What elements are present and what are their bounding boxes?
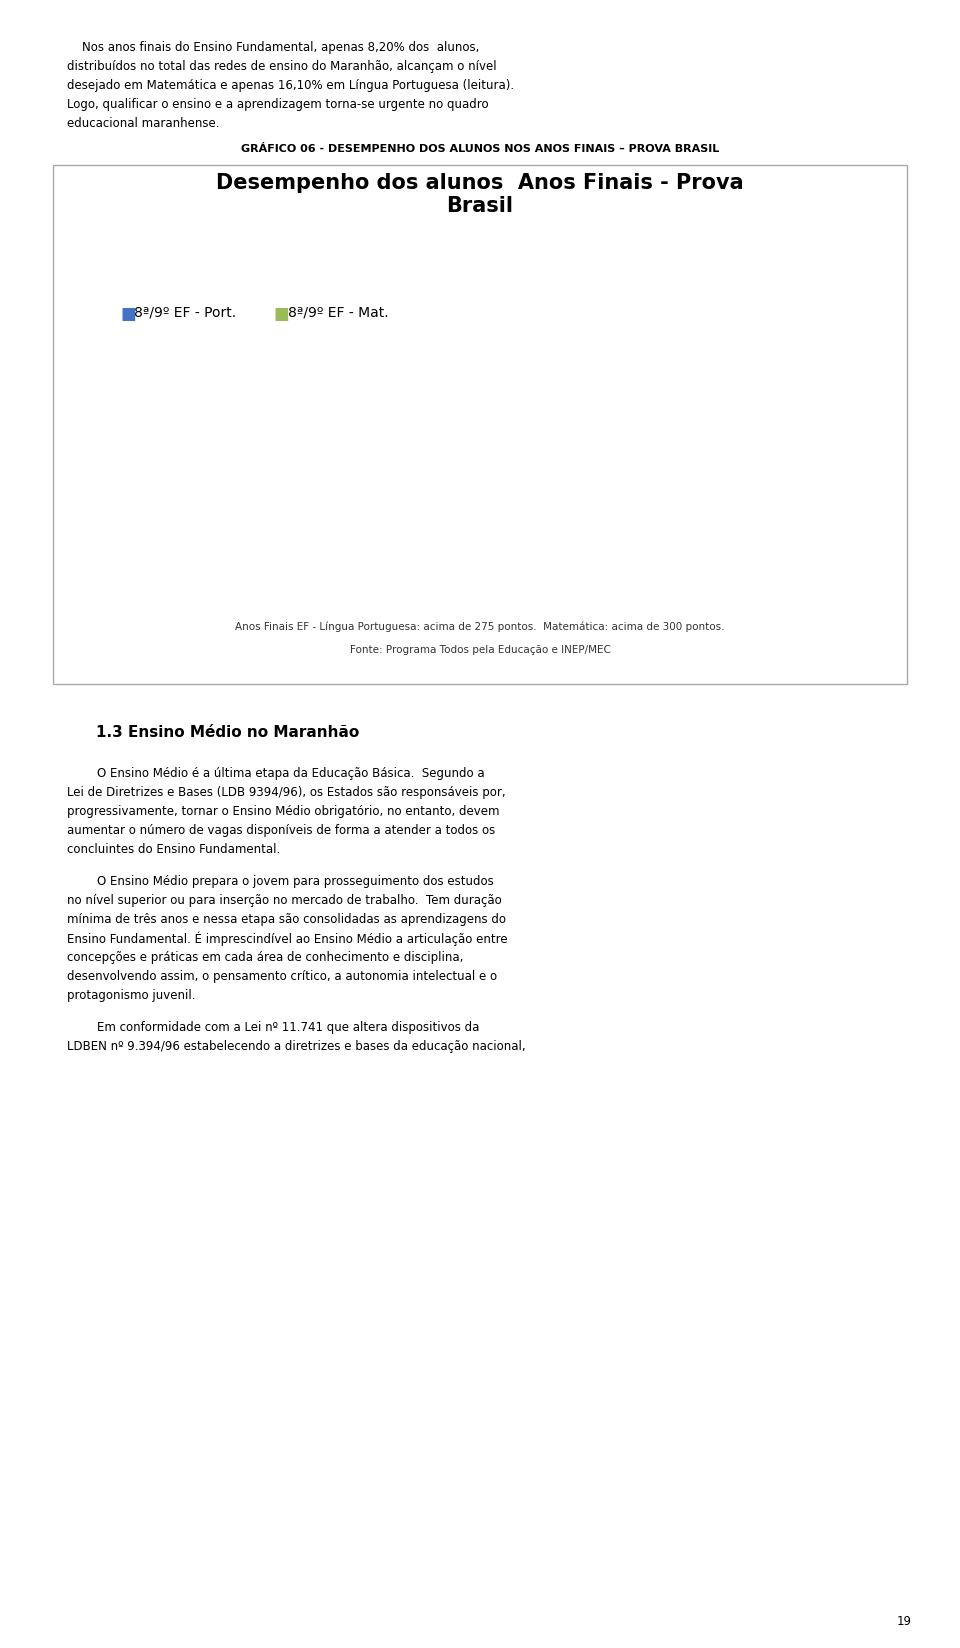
Text: O Ensino Médio prepara o jovem para prosseguimento dos estudos: O Ensino Médio prepara o jovem para pros… bbox=[67, 875, 494, 888]
Bar bbox=[179, 440, 254, 585]
Text: 16,90%: 16,90% bbox=[734, 417, 792, 430]
Text: 19: 19 bbox=[897, 1615, 912, 1628]
Text: Desempenho dos alunos  Anos Finais - Prova
Brasil: Desempenho dos alunos Anos Finais - Prov… bbox=[216, 173, 744, 216]
Text: protagonismo juvenil.: protagonismo juvenil. bbox=[67, 989, 196, 1002]
Text: ■: ■ bbox=[120, 305, 135, 323]
Bar bbox=[490, 480, 565, 585]
Text: 27,00%: 27,00% bbox=[659, 325, 716, 339]
Text: aumentar o número de vagas disponíveis de forma a atender a todos os: aumentar o número de vagas disponíveis d… bbox=[67, 824, 495, 837]
Text: LDBEN nº 9.394/96 estabelecendo a diretrizes e bases da educação nacional,: LDBEN nº 9.394/96 estabelecendo a diretr… bbox=[67, 1040, 526, 1053]
Text: O Ensino Médio é a última etapa da Educação Básica.  Segundo a: O Ensino Médio é a última etapa da Educa… bbox=[67, 766, 485, 780]
Text: 1.3 Ensino Médio no Maranhão: 1.3 Ensino Médio no Maranhão bbox=[96, 725, 359, 740]
Text: 16,10%: 16,10% bbox=[187, 424, 245, 437]
Bar bbox=[650, 341, 725, 585]
Text: 11,80%: 11,80% bbox=[498, 461, 557, 476]
Bar bbox=[725, 433, 801, 585]
Text: Lei de Diretrizes e Bases (LDB 9394/96), os Estados são responsáveis por,: Lei de Diretrizes e Bases (LDB 9394/96),… bbox=[67, 786, 506, 799]
Text: progressivamente, tornar o Ensino Médio obrigatório, no entanto, devem: progressivamente, tornar o Ensino Médio … bbox=[67, 804, 500, 817]
Text: Anos Finais EF - Língua Portuguesa: acima de 275 pontos.  Matemática: acima de 3: Anos Finais EF - Língua Portuguesa: acim… bbox=[235, 621, 725, 633]
Text: Ensino Fundamental. É imprescindível ao Ensino Médio a articulação entre: Ensino Fundamental. É imprescindível ao … bbox=[67, 931, 508, 946]
Text: desejado em Matemática e apenas 16,10% em Língua Portuguesa (leitura).: desejado em Matemática e apenas 16,10% e… bbox=[67, 79, 515, 92]
Text: no nível superior ou para inserção no mercado de trabalho.  Tem duração: no nível superior ou para inserção no me… bbox=[67, 893, 502, 906]
Text: educacional maranhense.: educacional maranhense. bbox=[67, 117, 220, 130]
Text: 8ª/9º EF - Mat.: 8ª/9º EF - Mat. bbox=[288, 305, 389, 320]
Text: concluintes do Ensino Fundamental.: concluintes do Ensino Fundamental. bbox=[67, 842, 280, 855]
Text: ■: ■ bbox=[274, 305, 289, 323]
Text: Fonte: Programa Todos pela Educação e INEP/MEC: Fonte: Programa Todos pela Educação e IN… bbox=[349, 644, 611, 654]
Bar bbox=[254, 511, 329, 585]
Text: GRÁFICO 06 - DESEMPENHO DOS ALUNOS NOS ANOS FINAIS – PROVA BRASIL: GRÁFICO 06 - DESEMPENHO DOS ALUNOS NOS A… bbox=[241, 143, 719, 155]
Text: concepções e práticas em cada área de conhecimento e disciplina,: concepções e práticas em cada área de co… bbox=[67, 951, 464, 964]
Text: Em conformidade com a Lei nº 11.741 que altera dispositivos da: Em conformidade com a Lei nº 11.741 que … bbox=[67, 1020, 480, 1033]
Text: 8ª/9º EF - Port.: 8ª/9º EF - Port. bbox=[134, 305, 236, 320]
Text: 19,60%: 19,60% bbox=[423, 392, 481, 405]
Text: mínima de três anos e nessa etapa são consolidadas as aprendizagens do: mínima de três anos e nessa etapa são co… bbox=[67, 913, 506, 926]
Text: Nos anos finais do Ensino Fundamental, apenas 8,20% dos  alunos,: Nos anos finais do Ensino Fundamental, a… bbox=[67, 41, 480, 54]
Bar bbox=[414, 409, 490, 585]
Text: desenvolvendo assim, o pensamento crítico, a autonomia intelectual e o: desenvolvendo assim, o pensamento crític… bbox=[67, 969, 497, 982]
Text: Logo, qualificar o ensino e a aprendizagem torna-se urgente no quadro: Logo, qualificar o ensino e a aprendizag… bbox=[67, 99, 489, 110]
Text: 8,20%: 8,20% bbox=[268, 494, 316, 509]
Text: distribuídos no total das redes de ensino do Maranhão, alcançam o nível: distribuídos no total das redes de ensin… bbox=[67, 61, 497, 73]
